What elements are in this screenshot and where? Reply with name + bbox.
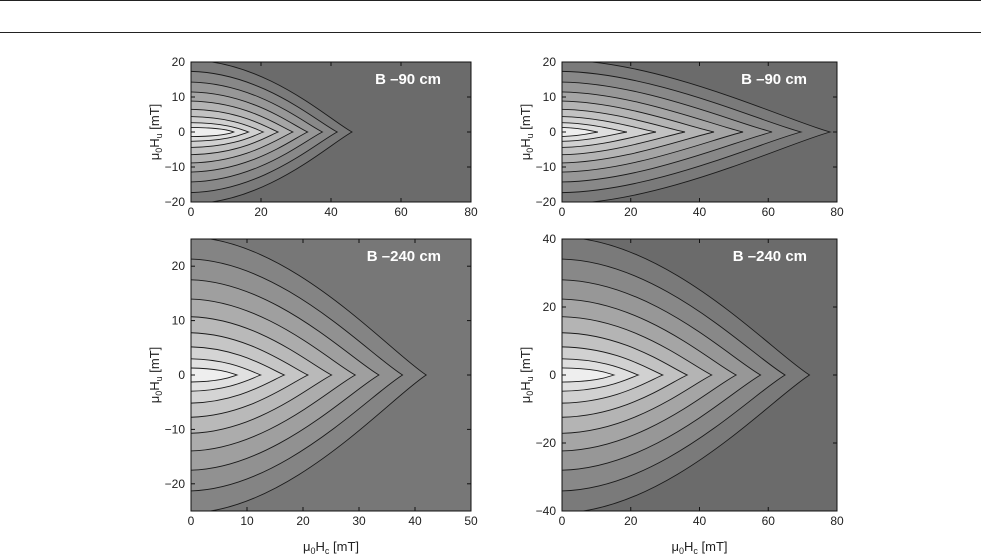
contour-levels <box>191 239 428 511</box>
panel-title: B –90 cm <box>741 71 807 88</box>
y-axis-label: μ0Hu [mT] <box>518 104 535 161</box>
y-tick-label: 10 <box>172 90 186 104</box>
y-tick-label: 20 <box>172 259 186 273</box>
y-tick-label: 0 <box>178 125 185 139</box>
x-tick-label: 50 <box>464 514 478 528</box>
x-tick-label: 40 <box>693 514 707 528</box>
contour-panel-3: 0 10 20 30 40 50 −20 −10 0 10 20 B –240 cm μ0Hu [mT]… <box>147 238 478 556</box>
x-tick-label: 60 <box>762 205 776 219</box>
y-tick-label: 40 <box>543 232 557 246</box>
contour-levels <box>191 62 353 202</box>
y-tick-label: 0 <box>178 368 185 382</box>
x-tick-label: 0 <box>188 514 195 528</box>
x-axis-label: μ0Hc [mT] <box>303 539 359 556</box>
y-tick-label: −20 <box>165 195 186 209</box>
x-tick-label: 80 <box>830 514 844 528</box>
x-axis-label: μ0Hc [mT] <box>671 539 727 556</box>
contour-level-9 <box>191 127 236 137</box>
y-tick-label: −10 <box>536 160 557 174</box>
x-tick-label: 40 <box>324 205 338 219</box>
top-rule <box>0 0 981 1</box>
y-tick-label: −20 <box>165 477 186 491</box>
y-axis-label: μ0Hu [mT] <box>518 347 535 404</box>
contour-level-9 <box>562 127 598 137</box>
x-tick-label: 60 <box>762 514 776 528</box>
contour-panel-1: 0 20 40 60 80 −20 −10 0 10 20 B –90 cm μ0Hu [mT] <box>147 55 478 219</box>
x-tick-label: 80 <box>464 205 478 219</box>
y-tick-label: −10 <box>165 422 186 436</box>
x-tick-label: 40 <box>693 205 707 219</box>
x-tick-label: 20 <box>624 205 638 219</box>
y-tick-label: 0 <box>549 125 556 139</box>
panel-title: B –240 cm <box>367 248 441 265</box>
y-tick-label: 0 <box>549 368 556 382</box>
x-tick-label: 0 <box>559 514 566 528</box>
y-tick-label: −10 <box>165 160 186 174</box>
x-tick-label: 40 <box>408 514 422 528</box>
x-tick-label: 0 <box>559 205 566 219</box>
contour-level-9 <box>562 367 616 383</box>
x-tick-label: 20 <box>254 205 268 219</box>
y-axis-label: μ0Hu [mT] <box>147 104 164 161</box>
x-tick-label: 20 <box>296 514 310 528</box>
y-tick-label: 20 <box>172 55 186 69</box>
panel-title: B –240 cm <box>733 248 807 265</box>
contour-level-9 <box>191 367 239 383</box>
y-tick-label: 20 <box>543 300 557 314</box>
contour-levels <box>562 239 811 511</box>
x-tick-label: 80 <box>830 205 844 219</box>
contour-panel-2: 0 20 40 60 80 −20 −10 0 10 20 B –90 cm μ0Hu [mT] <box>518 55 844 219</box>
x-tick-label: 10 <box>240 514 254 528</box>
contour-panel-4: 0 20 40 60 80 −40 −20 0 20 40 B –240 cm μ0Hu [mT] μ0… <box>518 232 844 556</box>
contour-levels <box>562 62 832 202</box>
y-tick-label: −40 <box>536 504 557 518</box>
header-rule <box>0 32 981 33</box>
panel-title: B –90 cm <box>375 71 441 88</box>
x-tick-label: 60 <box>394 205 408 219</box>
y-tick-label: −20 <box>536 436 557 450</box>
x-tick-label: 0 <box>188 205 195 219</box>
y-tick-label: 10 <box>543 90 557 104</box>
y-axis-label: μ0Hu [mT] <box>147 347 164 404</box>
y-tick-label: 10 <box>172 314 186 328</box>
x-tick-label: 30 <box>352 514 366 528</box>
x-tick-label: 20 <box>624 514 638 528</box>
y-tick-label: 20 <box>543 55 557 69</box>
y-tick-label: −20 <box>536 195 557 209</box>
